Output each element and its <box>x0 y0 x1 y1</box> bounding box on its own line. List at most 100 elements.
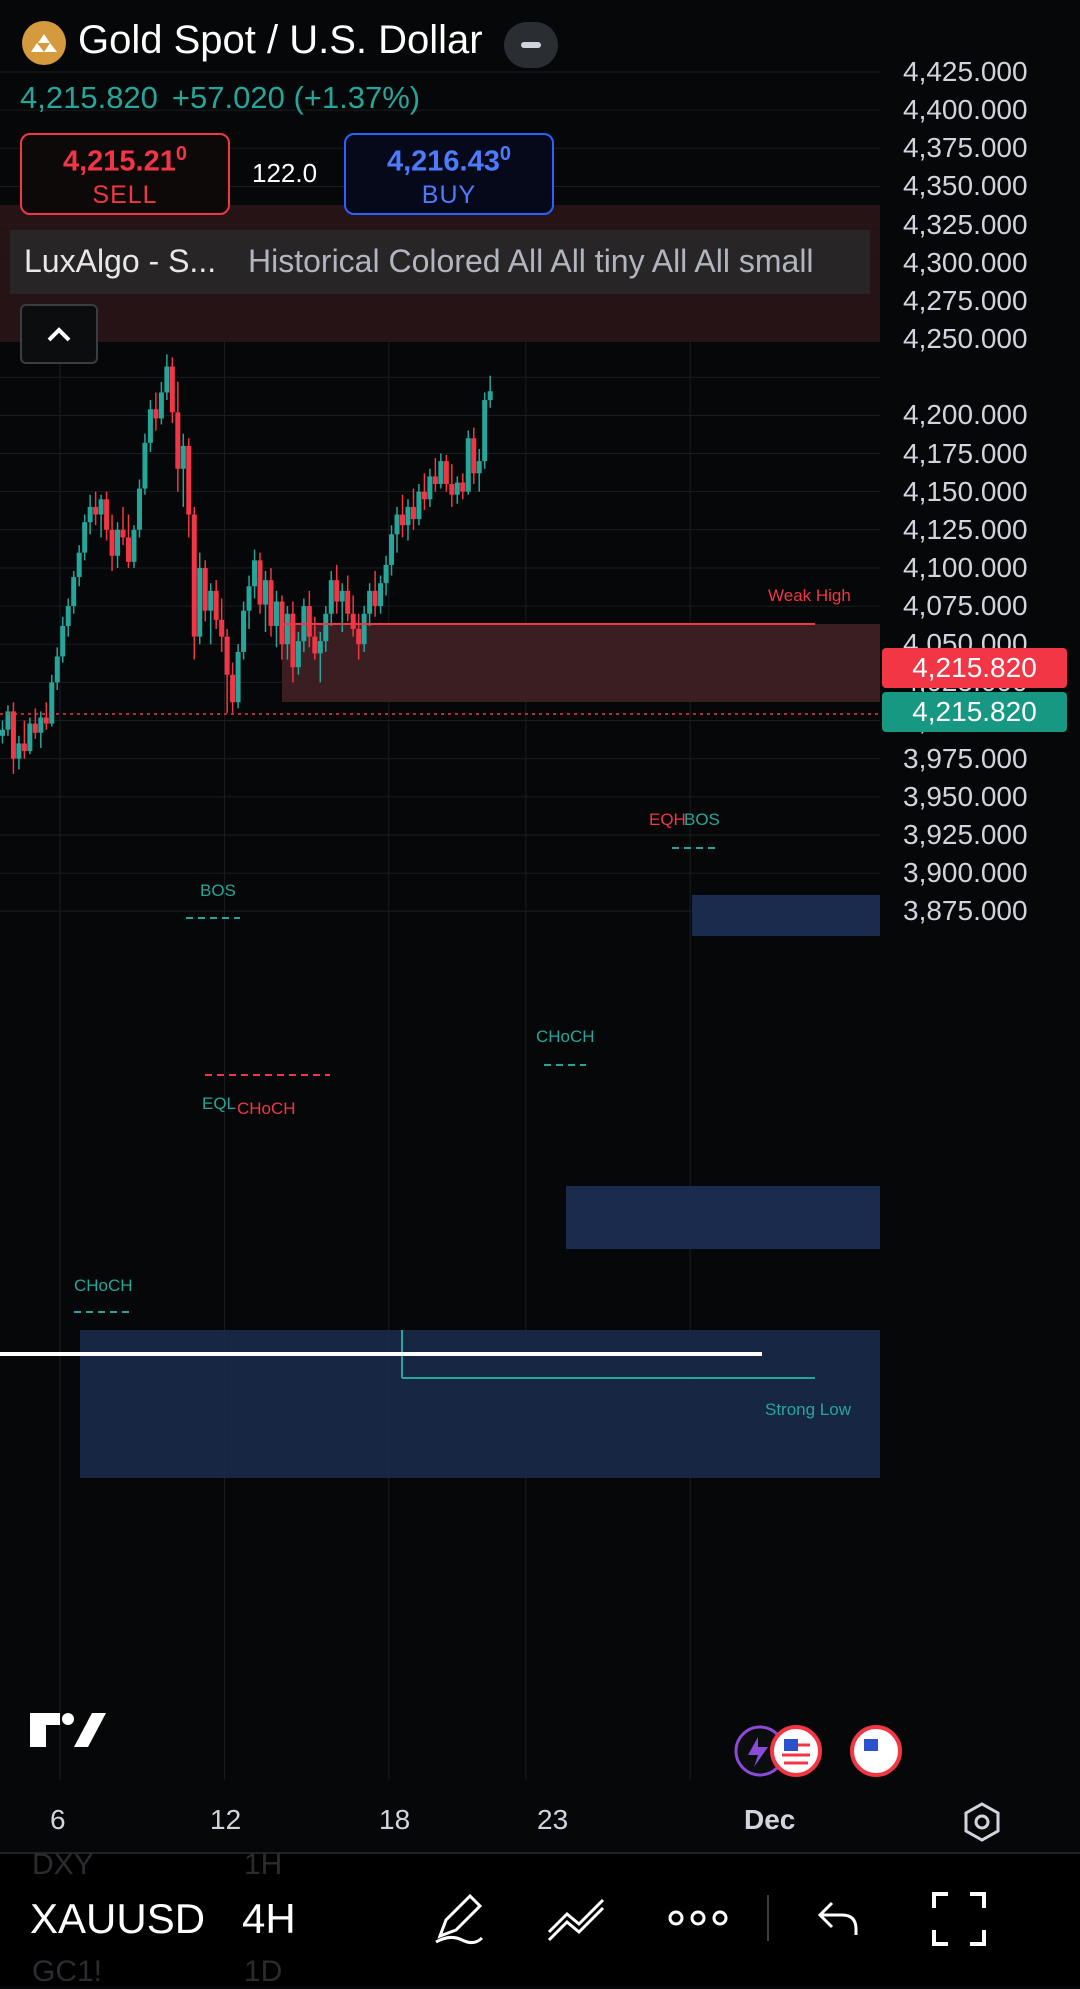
choch-label-2: CHoCH <box>74 1276 133 1295</box>
candle-body <box>383 564 389 584</box>
candle <box>71 571 77 614</box>
candle <box>219 598 225 652</box>
candle-body <box>400 514 405 526</box>
weak-high-zone <box>282 624 880 702</box>
candle-body <box>241 610 247 652</box>
candle-body <box>323 613 329 642</box>
candle-body <box>367 590 373 614</box>
symbol-selector[interactable]: XAUUSD <box>30 1895 206 1942</box>
candle <box>383 555 389 596</box>
candle <box>273 590 279 648</box>
candle-body <box>246 586 252 611</box>
chart-area[interactable]: Weak High Strong Low BOS EQL CHoCH CHoCH… <box>0 0 1080 1780</box>
candle <box>241 601 247 660</box>
candle <box>389 525 395 576</box>
candle <box>443 455 449 492</box>
candle-body <box>208 590 214 611</box>
ghost-interval-1d: 1D <box>244 1955 283 1988</box>
toolbar-separator <box>767 1895 769 1941</box>
buy-button[interactable]: 4,216.430 BUY <box>344 133 554 215</box>
price-tick: 4,350.000 <box>903 170 1028 202</box>
candle-body <box>115 529 121 556</box>
candle-body <box>202 567 208 611</box>
candle-body <box>65 606 71 626</box>
candle <box>306 590 312 648</box>
minimize-button[interactable] <box>504 22 558 68</box>
choch-label-1: CHoCH <box>237 1099 296 1118</box>
settings-hexagon-icon[interactable] <box>960 1800 1004 1844</box>
undo-icon[interactable] <box>812 1895 864 1941</box>
candle-body <box>98 499 104 515</box>
price-tick: 3,925.000 <box>903 819 1028 850</box>
candle <box>16 735 22 770</box>
buy-label: BUY <box>421 180 477 209</box>
candle <box>27 717 33 755</box>
indicator-name[interactable]: LuxAlgo - S... <box>24 243 217 279</box>
candle-body <box>164 366 170 393</box>
candle-body <box>257 560 263 605</box>
candle <box>432 458 438 492</box>
candle <box>487 375 493 408</box>
candle-body <box>394 514 400 535</box>
candle <box>367 583 373 626</box>
price-tick: 3,900.000 <box>903 857 1028 889</box>
sell-label: SELL <box>92 180 158 209</box>
candle <box>235 644 241 709</box>
candle <box>416 484 422 526</box>
candle-body <box>5 711 11 730</box>
candle <box>21 720 27 759</box>
more-dots-icon[interactable] <box>666 1903 730 1933</box>
candle-body <box>49 682 55 724</box>
candle-body <box>432 476 438 485</box>
candle <box>98 494 104 538</box>
candle-body <box>197 567 203 637</box>
last-price: 4,215.820 <box>20 80 158 115</box>
candle-body <box>356 628 362 645</box>
indicator-bar[interactable] <box>10 230 870 294</box>
sell-button[interactable]: 4,215.210 SELL <box>20 133 230 215</box>
candle-body <box>350 613 356 629</box>
candle-body <box>482 400 488 462</box>
price-tick: 4,250.000 <box>903 323 1028 355</box>
candle-body <box>279 601 285 645</box>
candle <box>175 381 181 492</box>
candle <box>323 606 329 652</box>
candle <box>153 392 159 431</box>
candle-body <box>290 613 296 668</box>
candle-body <box>317 641 323 654</box>
candle <box>202 560 208 622</box>
price-change-line: 4,215.820 +57.020 (+1.37%) <box>20 80 420 116</box>
price-tick: 3,975.000 <box>903 742 1028 774</box>
collapse-indicators-button[interactable] <box>20 304 98 364</box>
candle <box>147 400 153 452</box>
trend-lines-icon[interactable] <box>545 1892 609 1944</box>
candle-body <box>454 482 460 495</box>
candle-body <box>180 445 186 469</box>
bos-label-1: BOS <box>200 881 236 900</box>
candle-body <box>361 613 367 645</box>
interval-selector[interactable]: 4H <box>242 1895 296 1942</box>
fullscreen-icon[interactable] <box>930 1890 988 1948</box>
ghost-symbol-gc1: GC1! <box>32 1955 103 1988</box>
candle-body <box>120 529 126 538</box>
candle <box>169 357 175 423</box>
event-icons <box>734 1725 902 1777</box>
candle <box>482 392 488 469</box>
pen-draw-icon[interactable] <box>428 1888 488 1948</box>
candle <box>10 702 16 774</box>
demand-zone-2 <box>566 1186 880 1249</box>
candle-body <box>87 506 93 523</box>
candle-body <box>60 625 66 657</box>
candle-body <box>487 391 493 401</box>
strong-low-label: Strong Low <box>765 1400 851 1419</box>
candle-body <box>109 529 115 556</box>
candle <box>0 720 5 744</box>
chevron-up-icon <box>47 327 71 342</box>
price-tick: 4,100.000 <box>903 551 1028 583</box>
candle <box>32 708 38 739</box>
candle-body <box>389 534 395 565</box>
candle-body <box>224 636 230 675</box>
candle-body <box>191 514 197 637</box>
bottom-toolbar <box>0 1852 1080 1986</box>
symbol-title[interactable]: Gold Spot / U.S. Dollar <box>78 18 483 62</box>
